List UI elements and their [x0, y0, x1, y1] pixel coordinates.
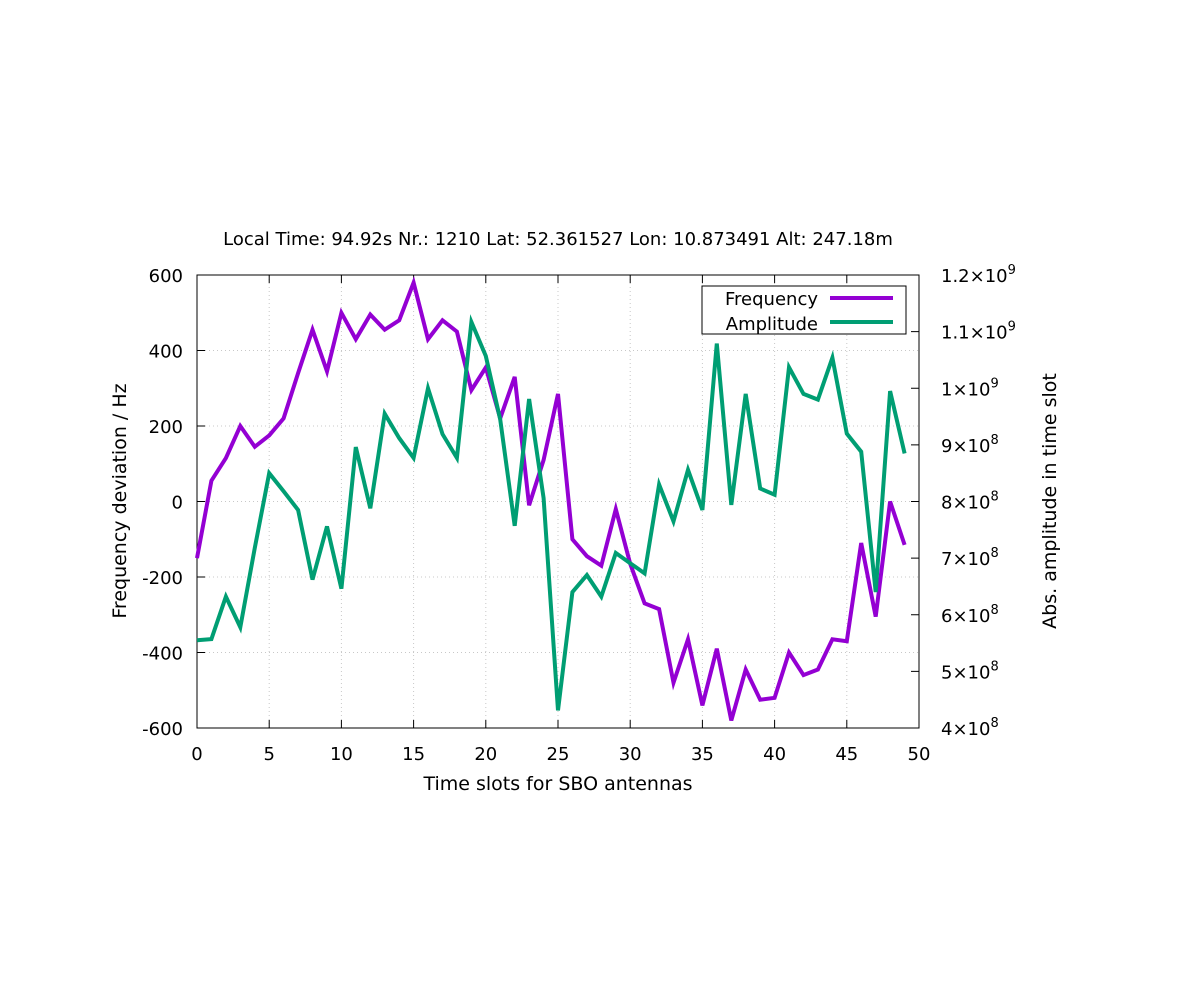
y-tick-label: 600 [149, 266, 183, 287]
y2-tick-label: 1.2×109 [941, 263, 1016, 287]
x-tick-label: 40 [763, 744, 786, 765]
grid-lines [197, 275, 919, 728]
y-tick-label: 0 [172, 493, 183, 514]
y2-tick-label: 1.1×109 [941, 320, 1016, 344]
x-tick-label: 15 [402, 744, 425, 765]
y2-tick-label: 7×108 [941, 546, 999, 570]
series-line-frequency [195, 275, 907, 722]
x-tick-label: 35 [691, 744, 714, 765]
y2-tick-label: 1×109 [941, 376, 999, 400]
y2-tick-label: 6×108 [941, 603, 999, 627]
y2-tick-label: 5×108 [941, 659, 999, 683]
legend-label-amplitude: Amplitude [726, 314, 818, 335]
series-line-amplitude [196, 314, 907, 711]
y-axis-label: Frequency deviation / Hz [109, 383, 131, 618]
y2-axis-label: Abs. amplitude in time slot [1039, 373, 1061, 629]
y-tick-label: 400 [149, 342, 183, 363]
series-layer [195, 275, 907, 722]
x-tick-label: 10 [330, 744, 353, 765]
legend-box [701, 285, 907, 335]
legend: Frequency Amplitude [701, 285, 907, 335]
x-tick-label: 5 [263, 744, 274, 765]
y-tick-label: -200 [142, 568, 183, 589]
chart-title: Local Time: 94.92s Nr.: 1210 Lat: 52.361… [223, 229, 893, 250]
x-tick-label: 30 [619, 744, 642, 765]
x-tick-label: 0 [191, 744, 202, 765]
y-tick-label: -400 [142, 644, 183, 665]
x-axis-label: Time slots for SBO antennas [422, 773, 692, 795]
y-tick-label: -600 [142, 719, 183, 740]
y2-tick-label: 8×108 [941, 490, 999, 514]
legend-label-frequency: Frequency [725, 289, 818, 310]
x-tick-label: 20 [474, 744, 497, 765]
x-tick-label: 50 [908, 744, 931, 765]
axis-ticks: 0 5 10 15 20 25 30 35 40 45 50 600 400 200 0 -200 -400 -6… [142, 263, 1016, 765]
y2-tick-label: 9×108 [941, 433, 999, 457]
x-tick-label: 25 [547, 744, 570, 765]
y-tick-label: 200 [149, 417, 183, 438]
y2-tick-label: 4×108 [941, 716, 999, 740]
x-tick-label: 45 [835, 744, 858, 765]
